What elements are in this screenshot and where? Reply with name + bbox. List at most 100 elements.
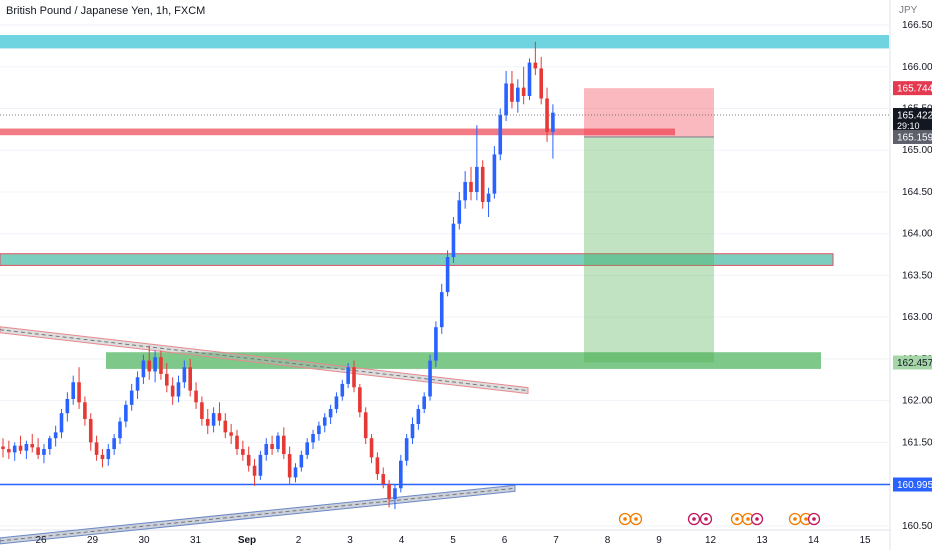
zones — [0, 35, 889, 369]
candle-body — [340, 383, 345, 397]
candle-body — [516, 87, 520, 102]
candle-body — [399, 460, 403, 489]
candle-body — [118, 421, 122, 439]
candle-body — [369, 438, 374, 458]
x-tick-label: 7 — [553, 535, 559, 546]
candle-body — [182, 367, 187, 383]
y-tick-label: 163.000 — [902, 312, 932, 323]
event-icon-dot — [634, 517, 638, 521]
candle-body — [223, 420, 228, 433]
candle-body — [328, 408, 333, 418]
candle-body — [551, 112, 555, 132]
candle-body — [504, 83, 508, 116]
take-profit-zone — [584, 136, 714, 363]
y-tick-label: 164.500 — [902, 187, 932, 198]
candle-body — [416, 408, 421, 424]
candle-body — [539, 68, 543, 99]
candle-body — [252, 465, 257, 476]
x-tick-label: 29 — [87, 535, 99, 546]
x-tick-label: 9 — [656, 535, 662, 546]
current-price-tag-bg — [893, 108, 932, 133]
candle-body — [457, 200, 462, 224]
candle-body — [480, 166, 485, 202]
candle-body — [141, 360, 146, 378]
candle-body — [410, 424, 415, 439]
candle-body — [322, 417, 327, 426]
candle-body — [106, 449, 111, 460]
trend-channel — [0, 484, 516, 545]
candle-body — [83, 402, 87, 419]
y-tick-label: 161.500 — [902, 437, 932, 448]
candle-body — [153, 357, 157, 372]
x-tick-label: 5 — [450, 535, 456, 546]
candle-body — [235, 435, 239, 450]
x-tick-label: 13 — [756, 535, 768, 546]
candle-body — [311, 434, 315, 443]
event-icon-dot — [692, 517, 696, 521]
candle-body — [387, 484, 391, 500]
y-tick-label: 165.000 — [902, 145, 932, 156]
event-icon-dot — [812, 517, 816, 521]
target-price-tag: 162.457 — [897, 358, 932, 369]
candle-body — [71, 382, 75, 399]
x-tick-label: 12 — [705, 535, 717, 546]
y-tick-label: 163.500 — [902, 270, 932, 281]
entry-price-tag: 165.159 — [897, 132, 932, 143]
x-tick-label: 2 — [296, 535, 302, 546]
candle-body — [363, 412, 368, 439]
candle-body — [545, 98, 549, 132]
chart-title: British Pound / Japanese Yen, 1h, FXCM — [6, 5, 206, 17]
entry-price-tag-bg — [893, 129, 932, 144]
support-price-tag: 160.995 — [897, 480, 932, 491]
candle-body — [492, 154, 497, 194]
candle-body — [375, 457, 380, 475]
x-tick-label: Sep — [238, 535, 256, 546]
candle-body — [194, 390, 198, 403]
candle-body — [434, 327, 438, 361]
event-icon-dot — [793, 517, 797, 521]
candle-body — [404, 438, 409, 461]
candle-body — [287, 454, 292, 478]
candle-body — [445, 257, 450, 293]
candle-body — [217, 413, 222, 421]
candle-body — [205, 418, 210, 426]
x-tick-label: 3 — [347, 535, 353, 546]
y-tick-label: 160.500 — [902, 521, 932, 532]
candle-body — [30, 444, 35, 448]
candle-body — [7, 449, 11, 453]
candle-body — [276, 435, 280, 450]
candle-body — [510, 83, 514, 102]
candle-body — [428, 360, 432, 397]
candle-body — [59, 413, 64, 433]
event-icon-dot — [735, 517, 739, 521]
candle-body — [317, 425, 321, 435]
candle-body — [264, 444, 269, 455]
candle-body — [200, 402, 204, 419]
candle-body — [188, 367, 192, 391]
candle-body — [352, 367, 356, 388]
candle-body — [48, 438, 52, 450]
candle-body — [159, 357, 163, 374]
x-tick-label: 14 — [808, 535, 820, 546]
candle-body — [258, 454, 263, 476]
candle-body — [229, 432, 233, 436]
candle-body — [65, 398, 70, 414]
candle-body — [498, 115, 503, 155]
x-tick-label: 15 — [859, 535, 871, 546]
x-tick-label: 26 — [35, 535, 47, 546]
trend-channel — [0, 326, 529, 395]
candle-body — [422, 396, 426, 409]
candle-body — [1, 446, 5, 450]
x-tick-label: 31 — [190, 535, 202, 546]
trend-midline — [0, 487, 516, 542]
y-tick-label: 162.000 — [902, 396, 932, 407]
candle-body — [299, 454, 304, 468]
candle-body — [305, 442, 309, 455]
currency-label: JPY — [899, 5, 918, 16]
price-zone — [106, 352, 821, 369]
price-zone — [0, 253, 834, 266]
candle-body — [358, 387, 362, 413]
candle-body — [165, 373, 169, 386]
